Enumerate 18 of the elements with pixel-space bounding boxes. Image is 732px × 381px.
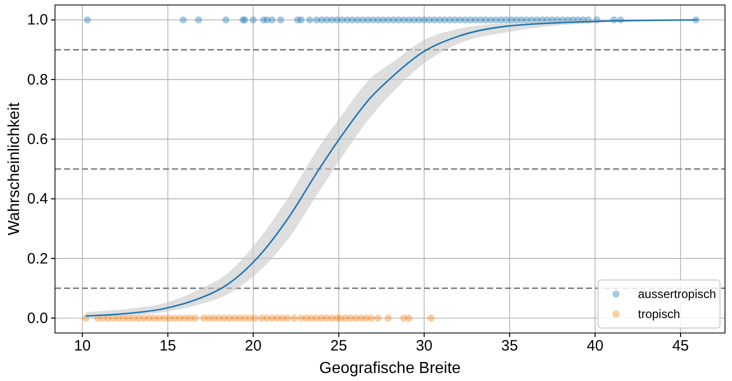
x-tick-label: 25 — [330, 338, 348, 355]
y-tick-label: 1.0 — [27, 12, 48, 29]
x-tick-label: 30 — [416, 338, 433, 355]
y-tick-label: 0.2 — [27, 250, 48, 268]
x-axis-title: Geografische Breite — [319, 360, 461, 377]
legend-label: tropisch — [638, 307, 680, 321]
x-tick-label: 40 — [586, 338, 604, 355]
y-tick-label: 0.4 — [27, 190, 48, 208]
y-axis-title: Wahrscheinlichkeit — [6, 102, 23, 236]
y-tick-label: 0.6 — [27, 130, 48, 148]
x-tick-label: 15 — [159, 338, 176, 355]
legend-label: aussertropisch — [638, 287, 716, 301]
x-tick-label: 45 — [672, 338, 689, 355]
x-tick-label: 20 — [244, 338, 262, 355]
y-tick-label: 0.0 — [27, 310, 48, 327]
y-tick-label: 0.8 — [27, 71, 48, 88]
x-tick-label: 10 — [74, 338, 91, 355]
x-tick-label: 35 — [501, 338, 518, 355]
